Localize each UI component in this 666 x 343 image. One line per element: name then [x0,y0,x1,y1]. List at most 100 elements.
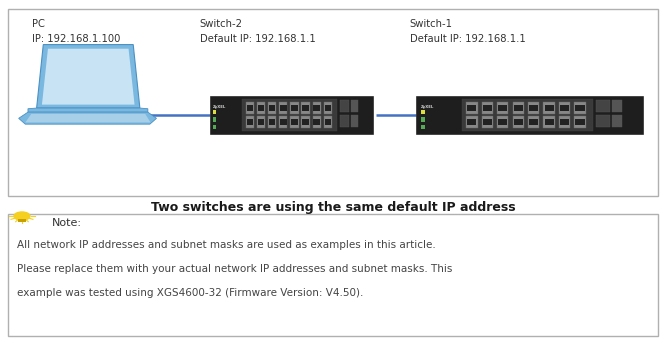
FancyBboxPatch shape [612,115,621,127]
FancyBboxPatch shape [18,219,26,222]
FancyBboxPatch shape [498,119,507,125]
FancyBboxPatch shape [258,119,264,125]
FancyBboxPatch shape [574,116,585,128]
FancyBboxPatch shape [498,105,507,111]
FancyBboxPatch shape [596,100,610,112]
FancyBboxPatch shape [545,105,553,111]
FancyBboxPatch shape [340,115,349,127]
FancyBboxPatch shape [210,96,373,134]
FancyBboxPatch shape [246,119,253,125]
FancyBboxPatch shape [324,102,332,114]
FancyBboxPatch shape [543,102,555,114]
Text: Please replace them with your actual network IP addresses and subnet masks. This: Please replace them with your actual net… [17,264,452,274]
Text: ZyXEL: ZyXEL [421,105,434,109]
FancyBboxPatch shape [246,116,254,128]
FancyBboxPatch shape [466,102,478,114]
FancyBboxPatch shape [314,105,320,111]
FancyBboxPatch shape [483,105,492,111]
FancyBboxPatch shape [483,119,492,125]
FancyBboxPatch shape [280,119,286,125]
FancyBboxPatch shape [560,105,569,111]
Text: Switch-2
Default IP: 192.168.1.1: Switch-2 Default IP: 192.168.1.1 [200,19,316,44]
FancyBboxPatch shape [8,9,658,196]
FancyBboxPatch shape [596,115,610,127]
Polygon shape [19,112,157,124]
FancyBboxPatch shape [302,116,310,128]
FancyBboxPatch shape [242,99,337,131]
FancyBboxPatch shape [312,102,321,114]
Text: PC
IP: 192.168.1.100: PC IP: 192.168.1.100 [32,19,121,44]
FancyBboxPatch shape [497,116,508,128]
FancyBboxPatch shape [497,102,508,114]
Polygon shape [28,108,148,112]
FancyBboxPatch shape [280,105,286,111]
Polygon shape [25,114,151,122]
FancyBboxPatch shape [340,100,349,112]
FancyBboxPatch shape [529,105,538,111]
FancyBboxPatch shape [268,102,276,114]
FancyBboxPatch shape [279,102,287,114]
Text: ZyXEL: ZyXEL [213,105,226,109]
FancyBboxPatch shape [462,99,593,131]
FancyBboxPatch shape [302,105,309,111]
FancyBboxPatch shape [466,116,478,128]
FancyBboxPatch shape [513,116,524,128]
FancyBboxPatch shape [314,119,320,125]
FancyBboxPatch shape [324,116,332,128]
FancyBboxPatch shape [246,102,254,114]
FancyBboxPatch shape [468,119,476,125]
FancyBboxPatch shape [351,100,358,112]
FancyBboxPatch shape [513,119,523,125]
FancyBboxPatch shape [612,100,621,112]
FancyBboxPatch shape [302,102,310,114]
FancyBboxPatch shape [559,102,570,114]
FancyBboxPatch shape [482,102,493,114]
Polygon shape [42,49,135,105]
FancyBboxPatch shape [574,102,585,114]
FancyBboxPatch shape [268,116,276,128]
FancyBboxPatch shape [302,119,309,125]
FancyBboxPatch shape [416,96,643,134]
FancyBboxPatch shape [257,116,265,128]
FancyBboxPatch shape [468,105,476,111]
FancyBboxPatch shape [543,116,555,128]
FancyBboxPatch shape [269,105,276,111]
FancyBboxPatch shape [279,116,287,128]
FancyBboxPatch shape [528,102,539,114]
Text: example was tested using XGS4600-32 (Firmware Version: V4.50).: example was tested using XGS4600-32 (Fir… [17,288,363,298]
FancyBboxPatch shape [269,119,276,125]
FancyBboxPatch shape [421,110,425,114]
FancyBboxPatch shape [257,102,265,114]
FancyBboxPatch shape [246,105,253,111]
FancyBboxPatch shape [528,116,539,128]
FancyBboxPatch shape [513,102,524,114]
FancyBboxPatch shape [482,116,493,128]
FancyBboxPatch shape [421,117,425,122]
FancyBboxPatch shape [8,214,658,336]
FancyBboxPatch shape [291,119,298,125]
FancyBboxPatch shape [290,102,298,114]
Polygon shape [37,45,140,108]
FancyBboxPatch shape [421,125,425,129]
FancyBboxPatch shape [575,119,585,125]
FancyBboxPatch shape [312,116,321,128]
FancyBboxPatch shape [213,110,216,114]
FancyBboxPatch shape [575,105,585,111]
FancyBboxPatch shape [324,119,331,125]
FancyBboxPatch shape [324,105,331,111]
Text: Note:: Note: [52,218,82,228]
Text: Switch-1
Default IP: 192.168.1.1: Switch-1 Default IP: 192.168.1.1 [410,19,525,44]
FancyBboxPatch shape [290,116,298,128]
FancyBboxPatch shape [513,105,523,111]
Text: All network IP addresses and subnet masks are used as examples in this article.: All network IP addresses and subnet mask… [17,240,436,250]
Text: Two switches are using the same default IP address: Two switches are using the same default … [151,201,515,214]
FancyBboxPatch shape [560,119,569,125]
FancyBboxPatch shape [529,119,538,125]
FancyBboxPatch shape [291,105,298,111]
FancyBboxPatch shape [258,105,264,111]
FancyBboxPatch shape [213,125,216,129]
FancyBboxPatch shape [559,116,570,128]
FancyBboxPatch shape [545,119,553,125]
Circle shape [14,212,30,220]
FancyBboxPatch shape [213,117,216,122]
